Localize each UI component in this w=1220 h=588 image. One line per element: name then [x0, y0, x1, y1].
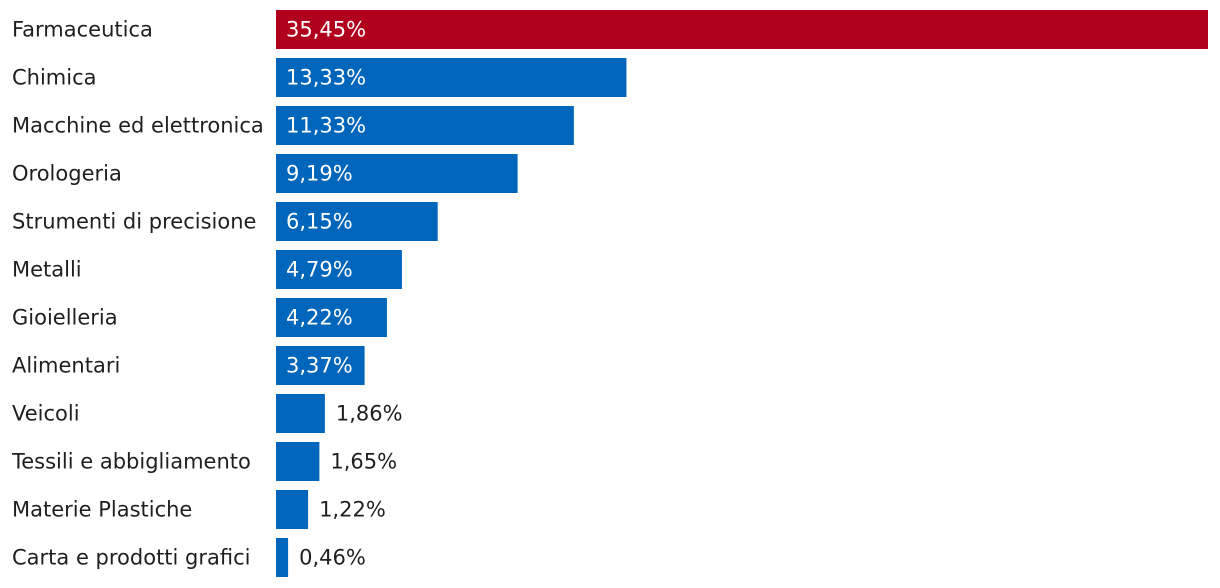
value-label-veicoli: 1,86%: [336, 402, 403, 426]
bar-veicoli: [276, 394, 325, 433]
category-label-tessili-e-abbigliamento: Tessili e abbigliamento: [11, 450, 251, 474]
value-label-alimentari: 3,37%: [286, 354, 353, 378]
bar-macchine-ed-elettronica: [276, 106, 574, 145]
category-label-chimica: Chimica: [12, 66, 97, 90]
value-label-gioielleria: 4,22%: [286, 306, 353, 330]
value-label-orologeria: 9,19%: [286, 162, 353, 186]
category-label-macchine-ed-elettronica: Macchine ed elettronica: [12, 114, 264, 138]
value-labels: 35,45% 13,33% 11,33% 9,19% 6,15% 4,79% 4,22% 3,…: [286, 18, 403, 570]
bar-chimica: [276, 58, 627, 97]
bar-orologeria: [276, 154, 518, 193]
category-label-veicoli: Veicoli: [12, 402, 80, 426]
category-labels: Farmaceutica Chimica Macchine ed elettroni…: [11, 18, 264, 570]
category-label-farmaceutica: Farmaceutica: [12, 18, 153, 42]
value-label-tessili-e-abbigliamento: 1,65%: [330, 450, 397, 474]
bar-farmaceutica: [276, 10, 1208, 49]
value-label-chimica: 13,33%: [286, 66, 366, 90]
category-label-alimentari: Alimentari: [12, 354, 120, 378]
bar-materie-plastiche: [276, 490, 309, 529]
category-label-orologeria: Orologeria: [12, 162, 122, 186]
bar-tessili-e-abbigliamento: [276, 442, 320, 481]
value-label-macchine-ed-elettronica: 11,33%: [286, 114, 366, 138]
bar-gioielleria: [276, 298, 387, 337]
bar-metalli: [276, 250, 402, 289]
category-label-carta-e-prodotti-grafici: Carta e prodotti grafici: [12, 546, 251, 570]
value-label-strumenti-di-precisione: 6,15%: [286, 210, 353, 234]
category-label-materie-plastiche: Materie Plastiche: [12, 498, 192, 522]
category-label-gioielleria: Gioielleria: [12, 306, 118, 330]
value-label-materie-plastiche: 1,22%: [319, 498, 386, 522]
value-label-carta-e-prodotti-grafici: 0,46%: [299, 546, 366, 570]
category-label-metalli: Metalli: [12, 258, 82, 282]
bar-alimentari: [276, 346, 365, 385]
bar-carta-e-prodotti-grafici: [276, 538, 289, 577]
bars: [276, 10, 1208, 577]
value-label-farmaceutica: 35,45%: [286, 18, 366, 42]
bar-strumenti-di-precisione: [276, 202, 438, 241]
value-label-metalli: 4,79%: [286, 258, 353, 282]
category-label-strumenti-di-precisione: Strumenti di precisione: [12, 210, 256, 234]
